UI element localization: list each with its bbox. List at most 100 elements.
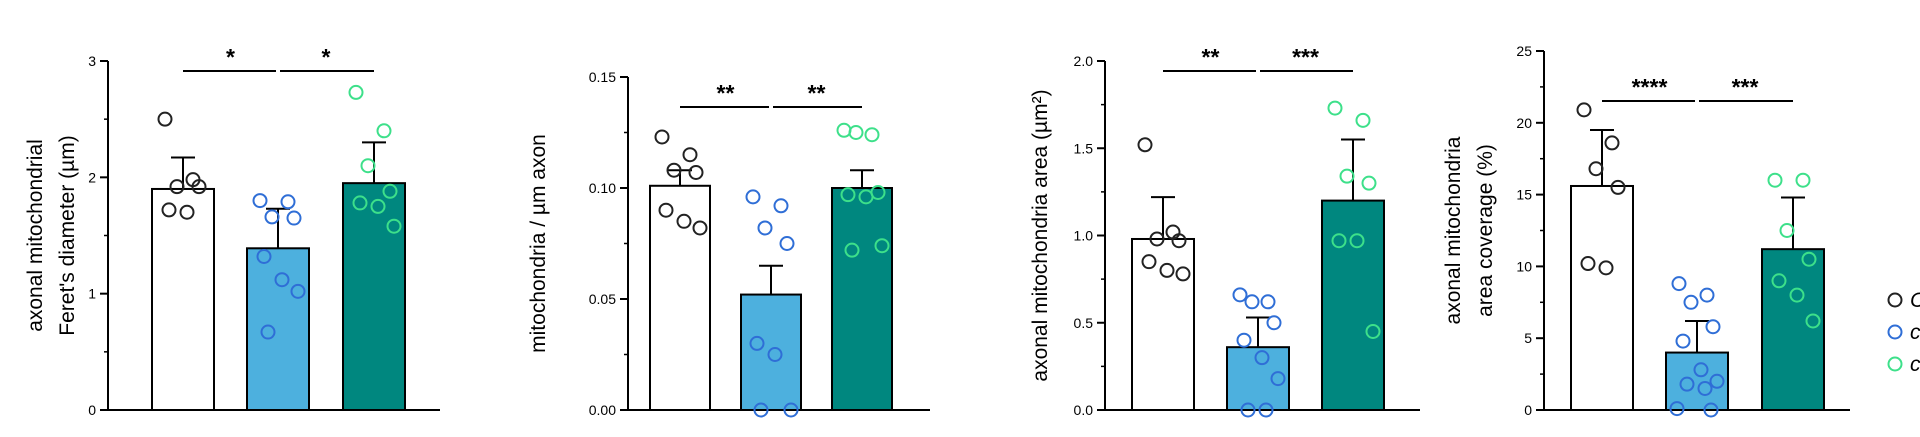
data-point	[753, 402, 769, 418]
bar	[1570, 184, 1634, 411]
significance-label: *	[322, 44, 331, 70]
data-point	[1671, 276, 1687, 292]
significance-label: **	[717, 80, 735, 106]
data-point	[360, 158, 376, 174]
data-point	[1767, 172, 1783, 188]
y-tick-label: 1.0	[1074, 228, 1094, 244]
data-point	[1771, 273, 1787, 289]
data-point	[1576, 102, 1592, 118]
data-point	[376, 123, 392, 139]
y-tick-label: 0.10	[589, 180, 616, 196]
data-point	[1699, 287, 1715, 303]
data-point	[783, 402, 799, 418]
data-point	[745, 189, 761, 205]
data-point	[252, 193, 268, 209]
y-tick-label: 0	[1524, 402, 1532, 418]
data-point	[1675, 333, 1691, 349]
data-point	[1703, 402, 1719, 418]
bar	[1226, 346, 1290, 411]
data-point	[1669, 401, 1685, 417]
data-point	[749, 335, 765, 351]
y-tick-label: 20	[1516, 115, 1532, 131]
data-point	[348, 84, 364, 100]
bar	[649, 184, 711, 411]
data-point	[260, 324, 276, 340]
chart-panel-4: 0 5 10 15 20 25 axonal mitochondria area covera…	[1442, 43, 1850, 418]
bar	[342, 182, 406, 411]
data-point	[1327, 100, 1343, 116]
data-point	[1266, 315, 1282, 331]
data-point	[286, 210, 302, 226]
data-point	[161, 202, 177, 218]
data-point	[1270, 371, 1286, 387]
data-point	[676, 213, 692, 229]
bar	[1665, 351, 1729, 411]
y-tick-label: 2.0	[1074, 53, 1094, 69]
data-point	[874, 238, 890, 254]
significance-label: ***	[1292, 44, 1319, 70]
legend-label: c	[1910, 321, 1920, 344]
data-point	[1141, 254, 1157, 270]
bar	[151, 187, 215, 411]
data-point	[1232, 287, 1248, 303]
y-tick-label: 0.5	[1074, 315, 1094, 331]
data-point	[386, 218, 402, 234]
data-point	[1365, 323, 1381, 339]
data-point	[1693, 362, 1709, 378]
y-tick-label: 0	[88, 402, 96, 418]
data-point	[1258, 402, 1274, 418]
data-point	[666, 162, 682, 178]
data-point	[682, 147, 698, 163]
data-point	[848, 125, 864, 140]
y-tick-label: 5	[1524, 330, 1532, 346]
y-tick-label: 25	[1516, 43, 1532, 59]
data-point	[157, 111, 173, 127]
data-point	[1159, 262, 1175, 278]
data-point	[1355, 112, 1371, 128]
data-point	[179, 204, 195, 220]
data-point	[256, 248, 272, 264]
data-point	[264, 209, 280, 225]
legend-label: C	[1910, 289, 1920, 312]
y-axis-title: area coverage (%)	[1474, 144, 1497, 317]
data-point	[858, 189, 874, 205]
data-point	[290, 283, 306, 299]
legend-marker	[1887, 356, 1903, 372]
bar	[740, 293, 802, 411]
data-point	[1244, 294, 1260, 310]
data-point	[692, 220, 708, 236]
legend: Ccc	[1887, 289, 1920, 376]
data-point	[1697, 380, 1713, 396]
data-point	[274, 272, 290, 288]
significance-label: **	[1202, 44, 1220, 70]
data-point	[688, 164, 704, 180]
data-point	[1801, 251, 1817, 267]
data-point	[1339, 168, 1355, 184]
y-axis-title: axonal mitochondria area (µm²)	[1029, 89, 1052, 381]
bar	[1761, 248, 1825, 411]
y-tick-label: 1.5	[1074, 140, 1094, 156]
significance-label: **	[808, 80, 826, 106]
data-point	[767, 347, 783, 362]
data-point	[1236, 332, 1252, 348]
data-point	[757, 220, 773, 236]
data-point	[1171, 233, 1187, 249]
data-point	[840, 187, 856, 203]
y-axis-title: mitochondria / µm axon	[527, 134, 550, 353]
data-point	[1254, 350, 1270, 366]
chart-panel-1: 0 1 2 3 axonal mitochondrial Feret's diameter…	[24, 44, 440, 418]
data-point	[1137, 137, 1153, 153]
data-point	[654, 129, 670, 145]
significance-label: *	[226, 44, 235, 70]
data-point	[864, 127, 880, 143]
significance-label: ****	[1632, 74, 1668, 100]
y-tick-label: 0.05	[589, 291, 616, 307]
chart-panel-3: 0.0 0.5 1.0 1.5 2.0 axonal mitochondria area …	[1029, 44, 1420, 418]
legend-marker	[1887, 292, 1903, 308]
chart-panel-2: 0.00 0.05 0.10 0.15 mitochondria / µm axon **…	[527, 69, 930, 418]
data-point	[1683, 294, 1699, 310]
legend-label: c	[1910, 353, 1920, 376]
legend-marker	[1887, 324, 1903, 340]
data-point	[1361, 175, 1377, 191]
